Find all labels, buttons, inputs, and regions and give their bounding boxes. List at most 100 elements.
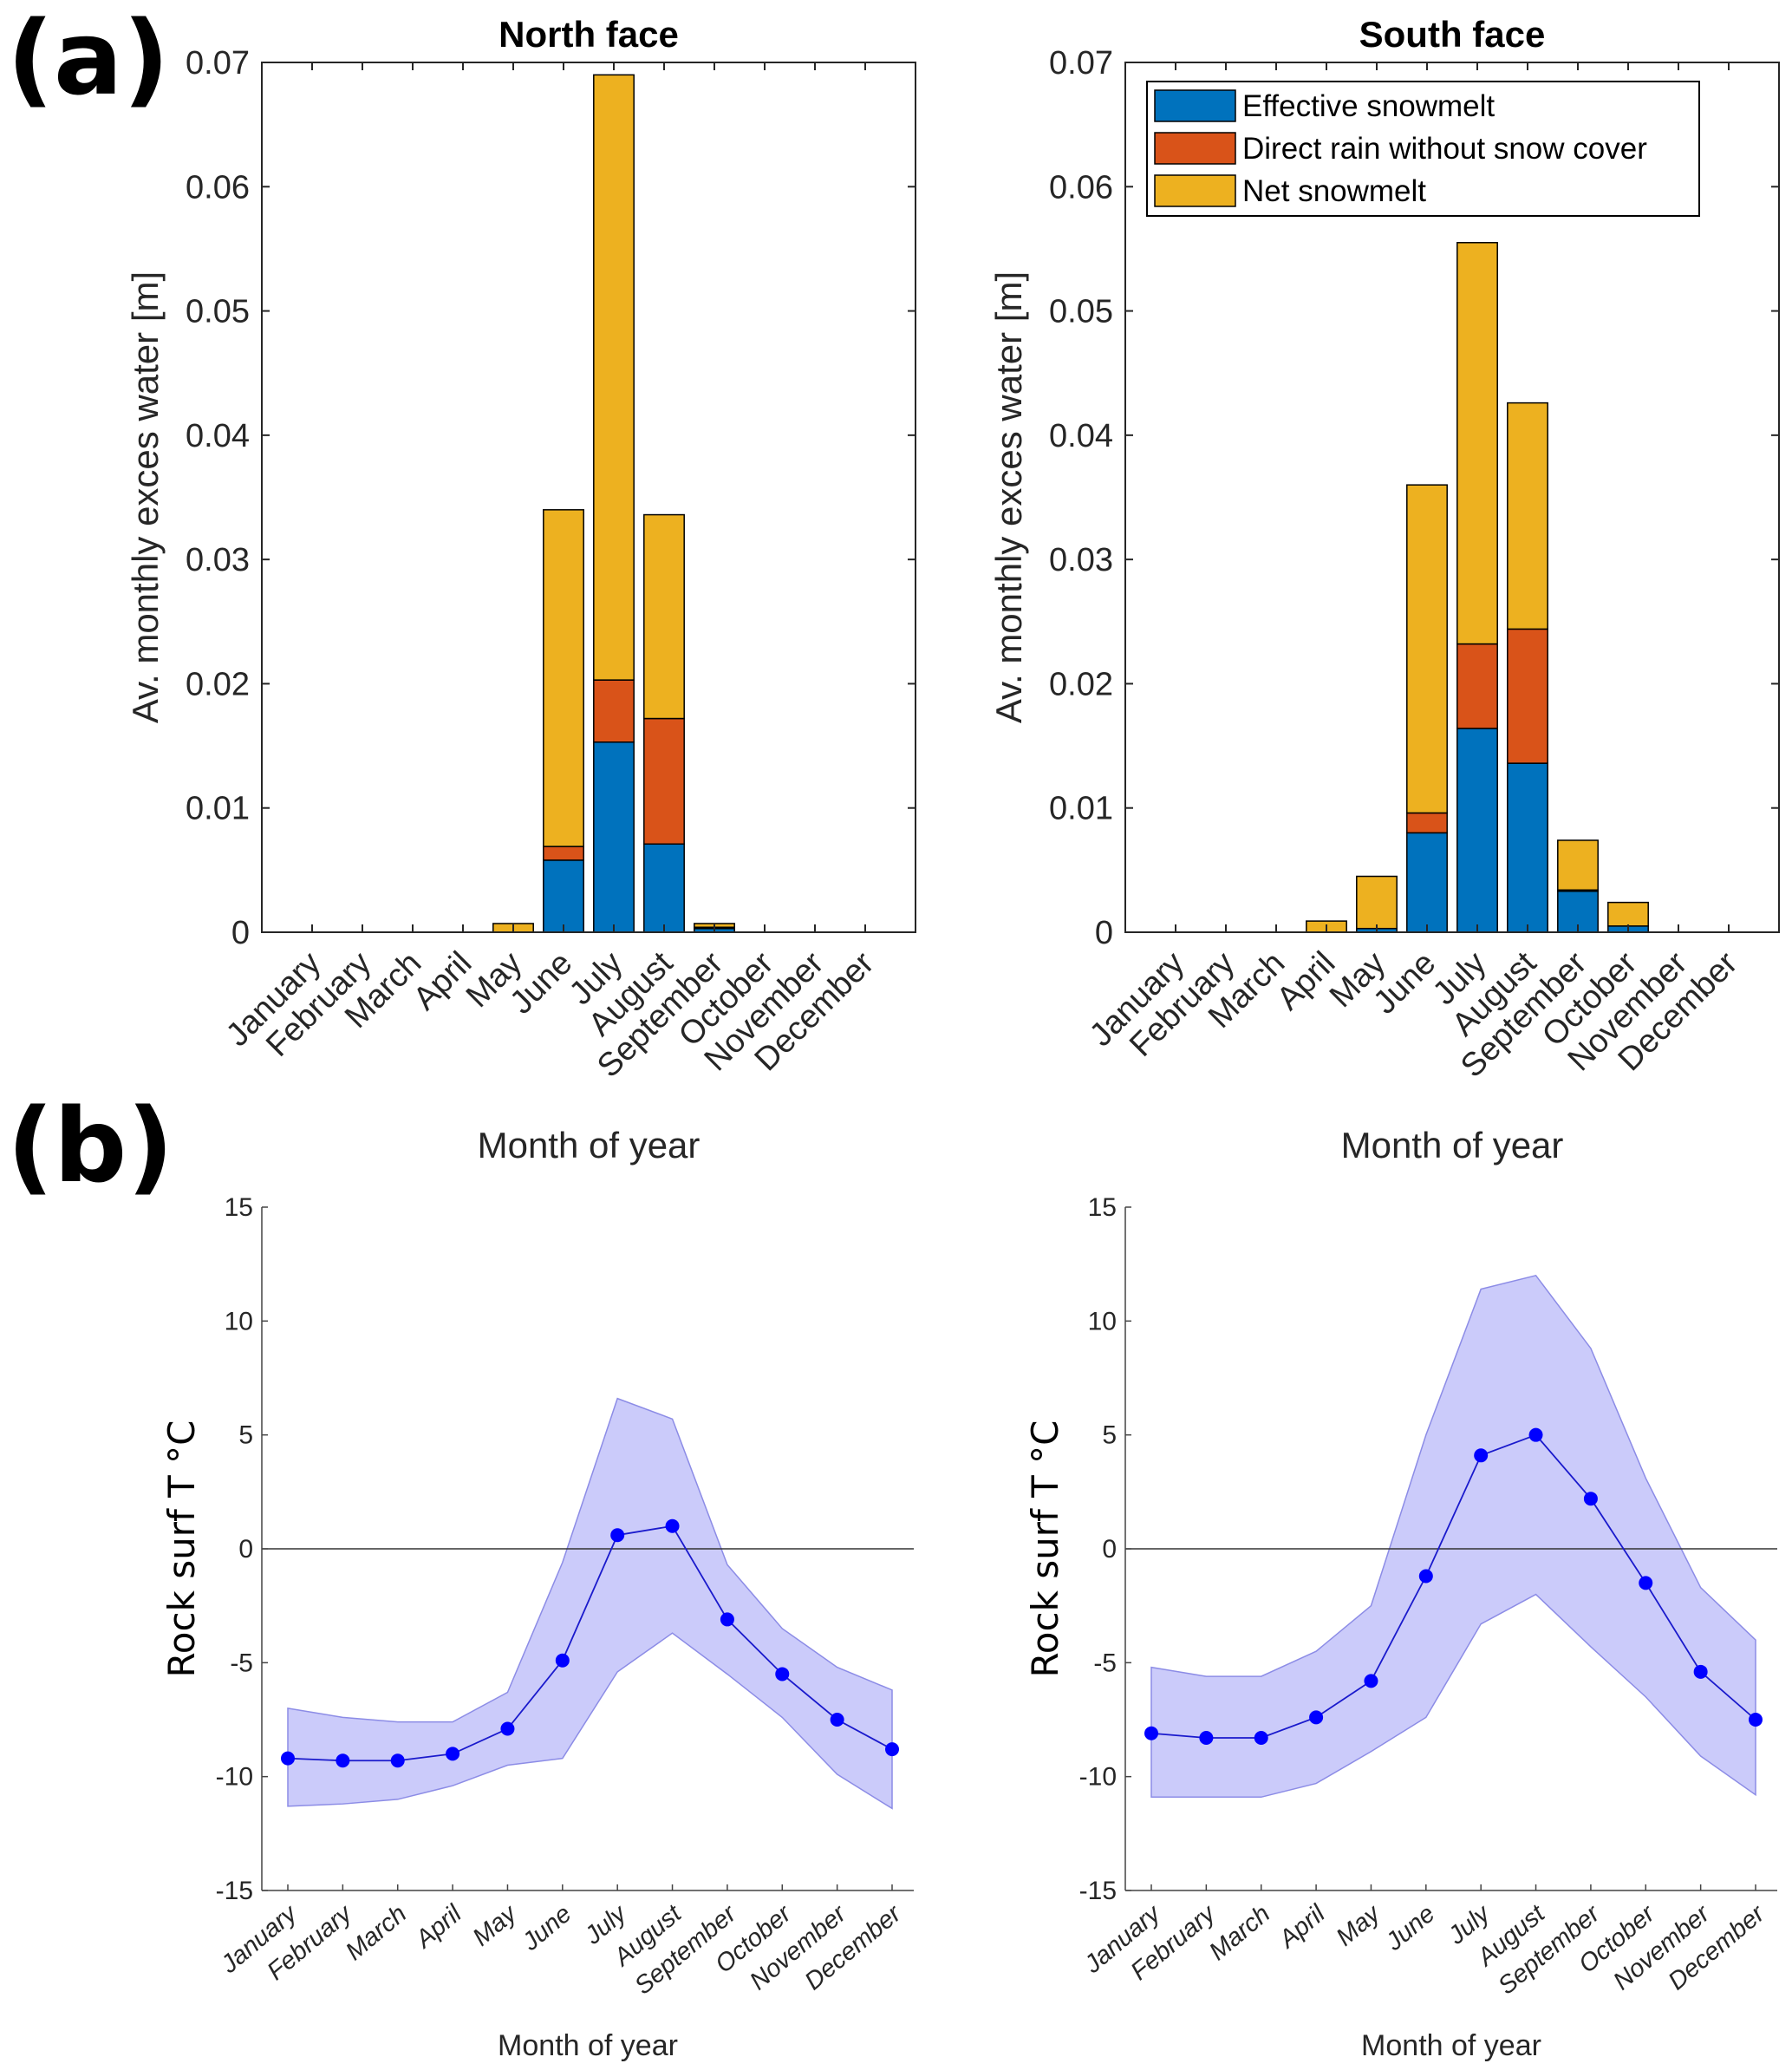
y-tick-label: 0.07	[1049, 45, 1113, 82]
mean-point-november	[830, 1713, 844, 1727]
axes-box	[261, 62, 916, 933]
y-tick-label: 0.04	[186, 418, 250, 454]
mean-point-october	[775, 1667, 790, 1681]
y-tick-label: 0.06	[186, 169, 250, 206]
x-tick-label: May	[467, 1899, 523, 1952]
bar-direct-rain-without-snow-cover-june	[543, 846, 584, 861]
mean-point-april	[1309, 1710, 1324, 1725]
y-tick-label: -15	[216, 1877, 253, 1905]
y-tick-label: 10	[225, 1307, 253, 1335]
y-axis-label: Av. monthly exces water [m]	[988, 271, 1029, 723]
panel-label-a: (a)	[7, 0, 170, 118]
x-tick-label: March	[341, 1900, 412, 1966]
mean-point-october	[1639, 1576, 1653, 1590]
y-tick-label: -15	[1079, 1877, 1117, 1905]
bar-net-snowmelt-june	[543, 509, 584, 847]
y-axis-label: Av. monthly exces water [m]	[125, 271, 166, 723]
y-tick-label: 0	[1102, 1535, 1117, 1564]
mean-point-april	[446, 1747, 460, 1761]
legend-box	[1146, 81, 1700, 217]
legend-swatch-effective-snowmelt	[1154, 89, 1236, 122]
mean-point-september	[1583, 1492, 1598, 1506]
bar-net-snowmelt-july	[1456, 242, 1498, 645]
mean-point-november	[1693, 1664, 1708, 1679]
mean-point-september	[720, 1612, 734, 1627]
y-tick-label: 0.01	[186, 791, 250, 827]
x-tick-label: June	[517, 1900, 577, 1957]
bar-direct-rain-without-snow-cover-july	[593, 679, 635, 743]
bar-net-snowmelt-august	[1507, 402, 1548, 630]
bar-net-snowmelt-may	[1356, 875, 1398, 930]
bar-effective-snowmelt-august	[643, 843, 685, 933]
mean-temperature-line	[287, 1525, 893, 1762]
mean-point-february	[1199, 1731, 1214, 1746]
y-tick-label: 0.03	[1049, 542, 1113, 578]
chart-title: South face	[1359, 14, 1546, 55]
x-axis-label: Month of year	[1341, 1125, 1564, 1166]
bar-effective-snowmelt-june	[543, 859, 584, 933]
y-axis-label: Rock surf T °C	[160, 1420, 203, 1678]
y-tick-label: 0.01	[1049, 791, 1113, 827]
mean-point-december	[885, 1742, 899, 1757]
y-tick-label: 10	[1088, 1307, 1117, 1335]
legend-label-effective-snowmelt: Effective snowmelt	[1242, 89, 1495, 123]
mean-point-july	[610, 1528, 625, 1543]
x-tick-label: May	[1331, 1899, 1386, 1952]
y-tick-label: 5	[238, 1421, 253, 1450]
temperature-range-band	[1150, 1274, 1756, 1799]
bar-effective-snowmelt-august	[1507, 762, 1548, 933]
y-tick-label: 0.05	[1049, 294, 1113, 330]
bar-effective-snowmelt-june	[1406, 832, 1448, 933]
y-tick-label: 0	[1095, 915, 1113, 951]
y-tick-label: 15	[225, 1193, 253, 1222]
mean-point-march	[1254, 1731, 1268, 1746]
y-tick-label: -5	[1093, 1649, 1117, 1677]
y-tick-label: 0	[231, 915, 250, 951]
x-axis-label: Month of year	[1361, 2029, 1541, 2062]
bar-effective-snowmelt-july	[1456, 728, 1498, 933]
mean-point-december	[1749, 1713, 1763, 1727]
legend-label-net-snowmelt: Net snowmelt	[1242, 174, 1426, 208]
x-tick-label: March	[1204, 1900, 1275, 1966]
mean-point-august	[1528, 1427, 1543, 1442]
y-tick-label: 0.06	[1049, 169, 1113, 206]
bar-net-snowmelt-august	[643, 513, 685, 720]
mean-point-may	[1364, 1674, 1378, 1688]
bar-net-snowmelt-september	[1557, 839, 1599, 891]
bar-net-snowmelt-october	[1607, 901, 1649, 927]
mean-point-july	[1474, 1448, 1489, 1463]
bar-effective-snowmelt-july	[593, 741, 635, 933]
y-tick-label: 15	[1088, 1193, 1117, 1222]
y-tick-label: -5	[230, 1649, 253, 1677]
legend-swatch-net-snowmelt	[1154, 174, 1236, 207]
bar-net-snowmelt-july	[593, 74, 635, 681]
legend-label-direct-rain-without-snow-cover: Direct rain without snow cover	[1242, 132, 1647, 166]
x-tick-label: April	[1273, 1899, 1332, 1955]
mean-point-june	[555, 1653, 570, 1668]
bar-direct-rain-without-snow-cover-august	[1507, 628, 1548, 764]
x-axis-label: Month of year	[478, 1125, 701, 1166]
south-face-excess-water-chart: South face00.010.020.030.040.050.060.07J…	[988, 14, 1780, 1166]
chart-title: North face	[499, 14, 679, 55]
mean-point-may	[500, 1721, 515, 1736]
mean-point-january	[1144, 1726, 1158, 1740]
axes-box	[1124, 62, 1780, 933]
x-tick-label: April	[409, 1899, 468, 1955]
mean-point-january	[281, 1751, 295, 1766]
y-tick-label: 0.05	[186, 294, 250, 330]
x-axis-label: Month of year	[498, 2029, 678, 2062]
x-tick-label: June	[1380, 1900, 1441, 1957]
y-tick-label: 5	[1102, 1421, 1117, 1450]
legend-swatch-direct-rain-without-snow-cover	[1154, 132, 1236, 165]
y-tick-label: 0	[238, 1535, 253, 1564]
mean-point-march	[390, 1753, 405, 1768]
bar-direct-rain-without-snow-cover-august	[643, 717, 685, 846]
mean-point-august	[665, 1518, 680, 1533]
mean-temperature-line	[1150, 1433, 1756, 1739]
y-tick-label: 0.02	[186, 666, 250, 702]
y-tick-label: 0.07	[186, 45, 250, 82]
y-axis-label: Rock surf T °C	[1024, 1420, 1066, 1678]
